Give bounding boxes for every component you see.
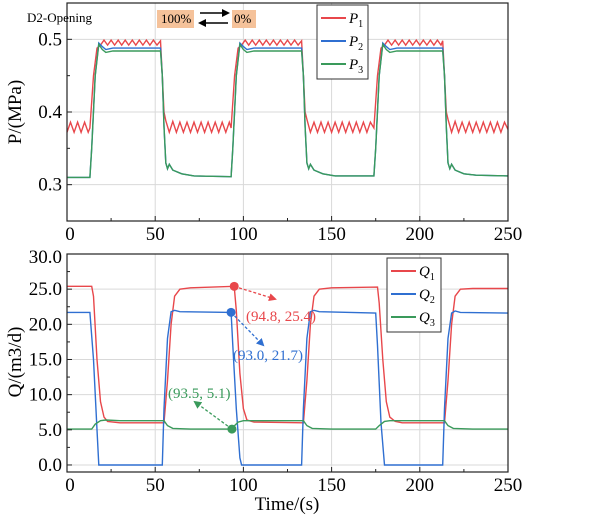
annotation-marker [226, 307, 236, 317]
flow-plot: 0 50 100 150 200 250 0.0 5.0 10.0 15.0 20.0 25.0 30.… [29, 247, 523, 496]
legend: Q1 Q2 Q3 [386, 257, 442, 333]
legend-label-p2: P2 [348, 34, 363, 53]
legend-label-q3: Q3 [419, 310, 435, 329]
x-tick-label: 250 [494, 224, 523, 245]
to-box [232, 10, 256, 28]
y-tick-label: 20.0 [29, 314, 62, 335]
y-tick-label: 10.0 [29, 385, 62, 406]
annotation-marker [229, 281, 239, 291]
annotation-arrow [230, 311, 265, 347]
annotation-label: (94.8, 25.4) [246, 309, 316, 325]
x-tick-label: 200 [406, 224, 435, 245]
annotation-label: (93.5, 5.1) [168, 386, 231, 402]
legend-label-q2: Q2 [419, 287, 435, 306]
y-tick-label: 0.3 [38, 175, 62, 196]
legend-label-q1: Q1 [419, 264, 435, 283]
to-label: 0% [234, 11, 252, 26]
x-tick-label: 0 [65, 475, 75, 496]
x-axis-label: Time/(s) [255, 494, 320, 515]
annotation-label: (93.0, 21.7) [233, 348, 303, 364]
x-tick-label: 50 [146, 475, 165, 496]
pressure-plot: 0 50 100 150 200 250 0.3 0.4 0.5 P1 P2 P3 [38, 2, 523, 245]
y-tick-label: 30.0 [29, 247, 62, 268]
legend: P1 P2 P3 [316, 4, 369, 80]
d2-opening-label: D2-Opening [27, 10, 92, 25]
y-tick-label: 5.0 [38, 420, 62, 441]
from-label: 100% [161, 11, 192, 26]
series-line-p2 [67, 41, 509, 179]
x-tick-label: 150 [317, 224, 346, 245]
y-axis-label-top: P/(MPa) [5, 80, 26, 144]
legend-label-p3: P3 [348, 57, 363, 76]
from-box [157, 10, 194, 28]
x-tick-label: 50 [146, 224, 165, 245]
y-tick-label: 0.4 [38, 102, 62, 123]
x-tick-label: 100 [229, 475, 258, 496]
y-tick-label: 0.5 [38, 29, 62, 50]
series-line-p3 [67, 42, 509, 179]
series-line-p1 [66, 38, 509, 135]
x-tick-label: 200 [406, 475, 435, 496]
legend-label-p1: P1 [348, 11, 363, 30]
annotation-arrow [234, 285, 277, 302]
x-tick-label: 150 [317, 475, 346, 496]
x-tick-label: 250 [494, 475, 523, 496]
y-tick-label: 0.0 [38, 455, 62, 476]
series-line-q2 [67, 309, 509, 466]
series-line-q1 [67, 285, 508, 424]
x-tick-label: 0 [65, 224, 75, 245]
x-tick-label: 100 [229, 224, 258, 245]
annotation-arrow [193, 400, 233, 430]
series-line-q3 [67, 419, 508, 430]
d2-opening-annotation: D2-Opening 100% 0% [27, 9, 256, 28]
annotation-marker [227, 424, 237, 434]
y-axis-label-bottom: Q/(m3/d) [5, 327, 26, 398]
y-tick-label: 15.0 [29, 349, 62, 370]
y-tick-label: 25.0 [29, 279, 62, 300]
